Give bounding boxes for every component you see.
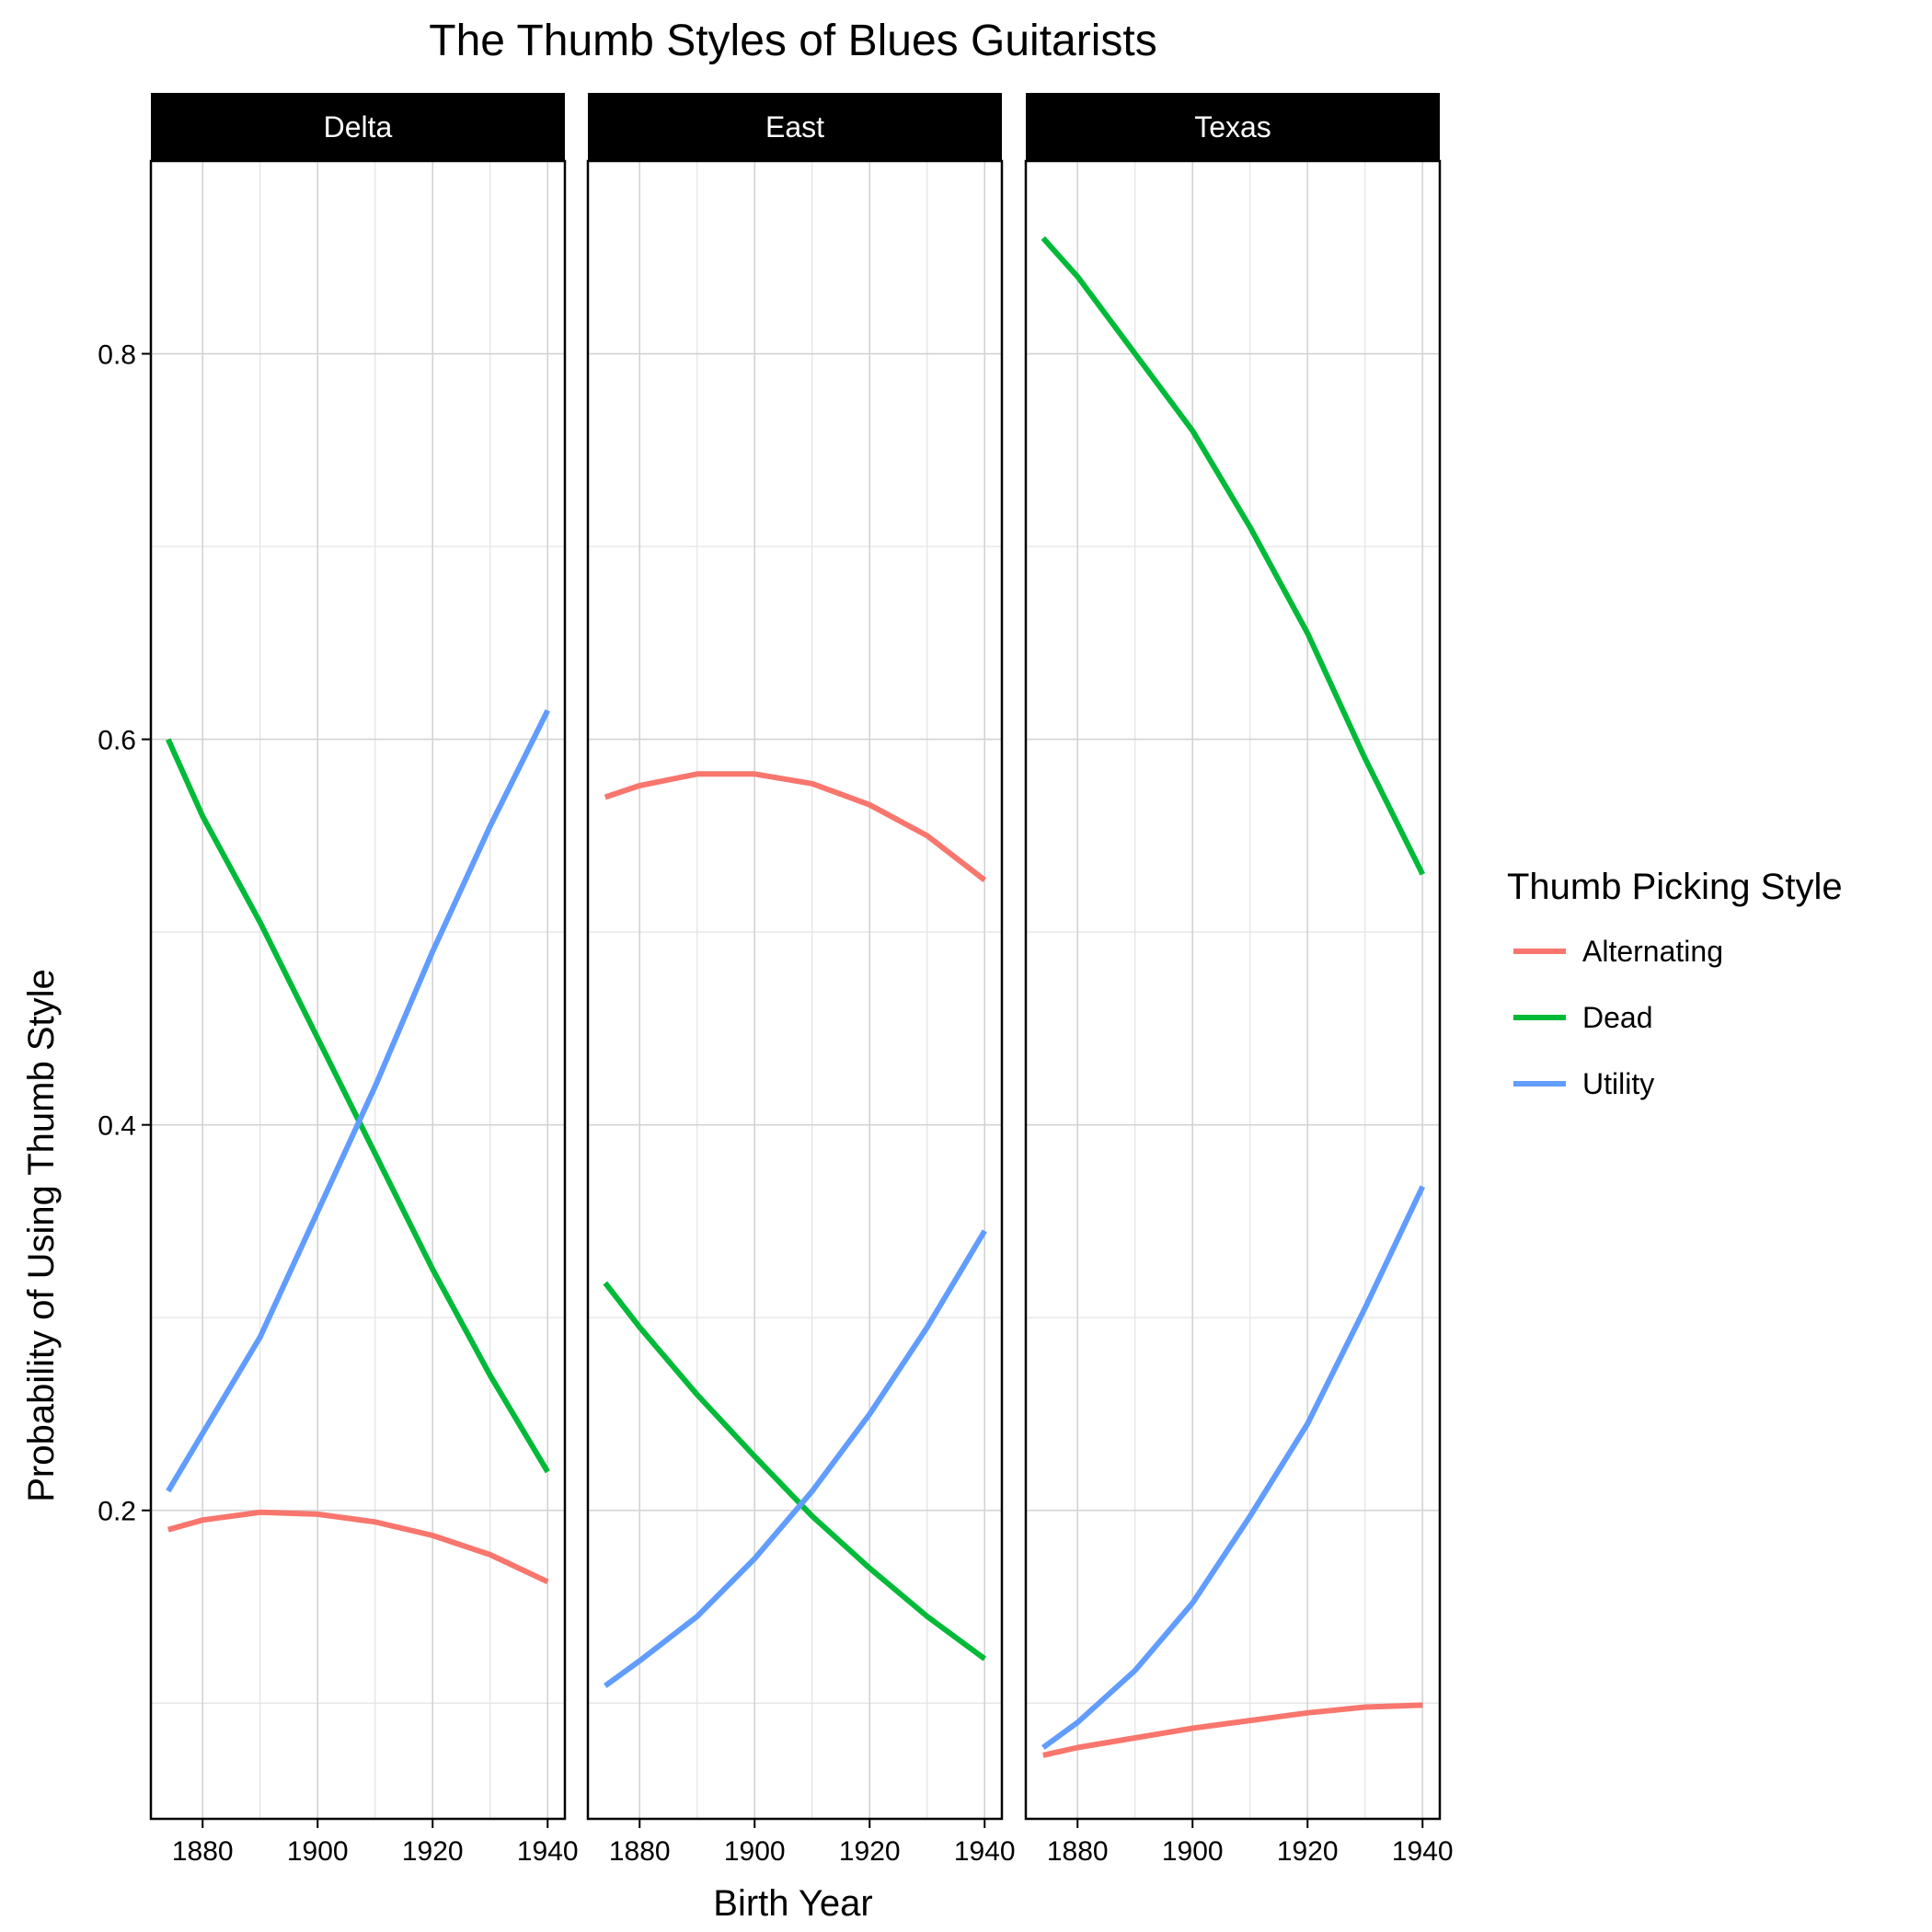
series-line-texas-utility: [1041, 1185, 1426, 1750]
facet-panel-east: East 1880 1900 1920 1940: [586, 93, 1016, 1867]
x-tick-label: 1880: [609, 1836, 671, 1867]
series-line-east-dead: [603, 1281, 987, 1662]
x-tick-label: 1920: [839, 1836, 901, 1867]
series-line-delta-utility: [166, 708, 550, 1493]
facet-panel-delta: Delta 1880 1900 1920 1940 0.2 0.4 0.6 0.8: [98, 93, 579, 1867]
x-axis-title: Birth Year: [713, 1883, 872, 1924]
series-line-texas-dead: [1041, 236, 1425, 876]
legend-label-dead: Dead: [1582, 1001, 1653, 1034]
chart-title: The Thumb Styles of Blues Guitarists: [429, 17, 1156, 65]
y-axis-title: Probability of Using Thumb Style: [21, 969, 62, 1502]
x-tick-label: 1880: [1047, 1836, 1109, 1867]
facet-panels: Delta 1880 1900 1920 1940 0.2 0.4 0.6 0.8 East 188…: [98, 93, 1454, 1867]
facet-strip-label: Texas: [1194, 110, 1271, 144]
x-tick-label: 1940: [954, 1836, 1016, 1867]
panel-background: [151, 161, 565, 1819]
panel-background: [588, 161, 1002, 1819]
y-tick-label: 0.4: [98, 1111, 136, 1142]
facet-strip: [1026, 93, 1440, 161]
x-tick-label: 1940: [517, 1836, 579, 1867]
facet-strip: [151, 93, 565, 161]
facet-strip: [588, 93, 1002, 161]
panel-background: [1026, 161, 1440, 1819]
x-tick-label: 1900: [724, 1836, 786, 1867]
x-tick-label: 1900: [1162, 1836, 1224, 1867]
y-tick-label: 0.2: [98, 1497, 136, 1527]
facet-panel-texas: Texas 1880 1900 1920 1940: [1024, 93, 1454, 1867]
legend-title: Thumb Picking Style: [1507, 867, 1843, 907]
y-tick-label: 0.6: [98, 726, 136, 756]
x-tick-label: 1900: [287, 1836, 349, 1867]
facet-strip-label: East: [765, 110, 824, 144]
series-line-delta-alternating: [167, 1509, 549, 1585]
legend: Thumb Picking Style Alternating Dead Utili…: [1507, 867, 1843, 1100]
series-line-east-alternating: [604, 771, 987, 882]
x-tick-label: 1880: [172, 1836, 234, 1867]
series-line-east-utility: [604, 1229, 987, 1688]
series-line-delta-dead: [166, 738, 550, 1474]
facet-strip-label: Delta: [324, 110, 393, 144]
x-tick-label: 1920: [402, 1836, 464, 1867]
series-line-texas-alternating: [1042, 1702, 1423, 1758]
x-tick-label: 1920: [1277, 1836, 1339, 1867]
y-tick-label: 0.8: [98, 340, 136, 371]
x-tick-label: 1940: [1392, 1836, 1454, 1867]
legend-label-utility: Utility: [1582, 1067, 1654, 1100]
legend-label-alternating: Alternating: [1582, 935, 1723, 968]
